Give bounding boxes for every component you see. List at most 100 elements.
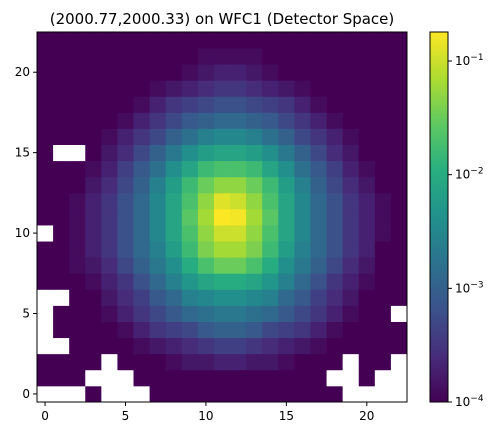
heatmap-cell	[213, 128, 231, 146]
heatmap-cell	[246, 208, 263, 226]
heatmap-cell	[294, 208, 311, 226]
heatmap-cell	[326, 321, 344, 339]
heatmap-cell	[262, 208, 279, 226]
heatmap-cell	[133, 369, 151, 387]
heatmap-cell	[374, 192, 392, 210]
heatmap-cell	[358, 112, 376, 129]
heatmap-cell	[117, 225, 134, 242]
heatmap-cell	[133, 273, 151, 290]
heatmap-cell	[246, 225, 263, 242]
heatmap-cell	[326, 289, 344, 306]
heatmap-cell	[53, 112, 70, 129]
heatmap-cell	[326, 128, 344, 146]
heatmap-cell	[310, 112, 327, 129]
heatmap-cell	[69, 112, 86, 129]
heatmap-cell	[69, 64, 86, 81]
heatmap-cell	[326, 80, 344, 97]
heatmap-cell	[278, 289, 295, 306]
heatmap-cell	[374, 321, 392, 339]
heatmap-cell	[390, 32, 408, 49]
heatmap-cell	[133, 337, 151, 355]
heatmap-cell	[294, 144, 311, 162]
heatmap-cell	[181, 305, 199, 322]
heatmap-cell	[165, 369, 183, 387]
heatmap-cell	[37, 112, 54, 129]
heatmap-cell	[326, 96, 344, 113]
heatmap-cell	[165, 96, 183, 113]
heatmap-cell	[101, 48, 118, 65]
heatmap-cell	[117, 369, 134, 387]
heatmap-cell	[133, 48, 151, 65]
heatmap-cell	[149, 225, 167, 242]
heatmap-cell	[69, 289, 86, 306]
heatmap-cell	[85, 128, 102, 146]
heatmap-cell	[278, 353, 295, 371]
heatmap-cell	[374, 48, 392, 65]
colorbar-tick-label: 10−2	[455, 167, 484, 182]
heatmap-cell	[374, 112, 392, 129]
heatmap-cell	[85, 305, 102, 322]
heatmap-cell	[246, 32, 263, 49]
heatmap-cell	[117, 385, 134, 403]
heatmap-cell	[358, 241, 376, 258]
heatmap-cell	[294, 160, 311, 178]
y-tick-label: 20	[15, 65, 30, 79]
heatmap-cell	[181, 273, 199, 290]
heatmap-cell	[85, 289, 102, 306]
heatmap-cell	[37, 176, 54, 194]
heatmap-cell	[149, 48, 167, 65]
heatmap-cell	[101, 128, 118, 146]
heatmap-cell	[310, 144, 327, 162]
heatmap-cell	[358, 321, 376, 339]
heatmap-cell	[117, 305, 134, 322]
heatmap-cell	[310, 289, 327, 306]
heatmap-cell	[278, 176, 295, 194]
heatmap-cell	[246, 128, 263, 146]
heatmap-cell	[358, 32, 376, 49]
heatmap-cell	[165, 289, 183, 306]
heatmap-cell	[149, 337, 167, 355]
heatmap-cell	[197, 289, 215, 306]
heatmap-cell	[390, 80, 408, 97]
heatmap-cell	[342, 208, 360, 226]
heatmap-cell	[37, 353, 54, 371]
heatmap-cell	[117, 128, 134, 146]
heatmap-cell	[262, 385, 279, 403]
heatmap-cell	[117, 353, 134, 371]
heatmap-cell	[117, 241, 134, 258]
heatmap-cell	[213, 337, 231, 355]
heatmap-cell	[181, 208, 199, 226]
heatmap-cell	[342, 225, 360, 242]
heatmap-cell	[230, 128, 247, 146]
heatmap-cell	[165, 48, 183, 65]
heatmap-cell	[165, 176, 183, 194]
heatmap-cell	[69, 48, 86, 65]
heatmap-cell	[197, 337, 215, 355]
heatmap-cell	[278, 80, 295, 97]
heatmap-cell	[213, 96, 231, 113]
heatmap-cell	[69, 241, 86, 258]
heatmap-cell	[117, 289, 134, 306]
heatmap-cell	[342, 385, 360, 403]
heatmap-cell	[213, 208, 231, 226]
heatmap-cell	[294, 257, 311, 274]
heatmap-cell	[230, 225, 247, 242]
heatmap-cell	[69, 225, 86, 242]
heatmap-cell	[213, 369, 231, 387]
heatmap-cell	[213, 257, 231, 274]
heatmap-cell	[262, 257, 279, 274]
heatmap-cell	[117, 48, 134, 65]
heatmap-cell	[342, 80, 360, 97]
heatmap-cell	[310, 80, 327, 97]
heatmap-cell	[213, 32, 231, 49]
heatmap-cell	[294, 176, 311, 194]
heatmap-cell	[213, 385, 231, 403]
heatmap-cell	[230, 321, 247, 339]
heatmap-cell	[294, 64, 311, 81]
heatmap-cell	[262, 48, 279, 65]
heatmap-cell	[85, 273, 102, 290]
heatmap-cell	[358, 257, 376, 274]
heatmap-cell	[101, 289, 118, 306]
heatmap-cell	[278, 385, 295, 403]
